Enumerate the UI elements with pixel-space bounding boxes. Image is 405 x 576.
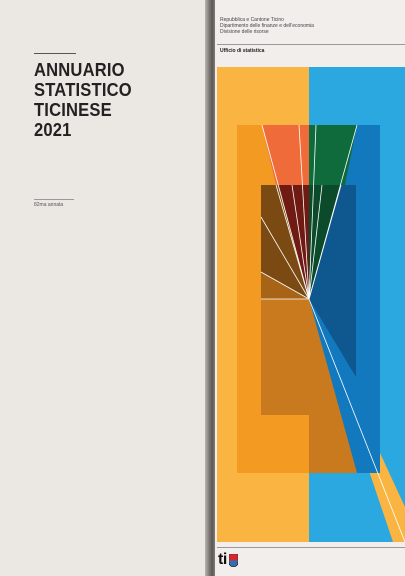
canton-shield-icon <box>228 553 238 567</box>
publisher-rule <box>217 44 405 45</box>
footer-rule <box>217 547 405 548</box>
title-line-4: 2021 <box>34 120 72 140</box>
office-name: Ufficio di statistica <box>220 48 265 54</box>
cover-artwork <box>217 67 405 542</box>
cover-left-panel: ANNUARIO STATISTICO TICINESE 2021 82ma a… <box>34 53 190 208</box>
publisher-block: Repubblica e Cantone Ticino Dipartimento… <box>220 17 314 35</box>
spine-shadow <box>205 0 217 576</box>
publisher-line-2: Dipartimento delle finanze e dell’econom… <box>220 23 314 29</box>
title-line-1: ANNUARIO <box>34 60 125 80</box>
edition-label: 82ma annata <box>34 202 64 208</box>
publisher-line-3: Divisione delle risorse <box>220 29 269 35</box>
title-rule <box>34 53 76 54</box>
ti-logo: ti <box>218 551 238 569</box>
art-brown-wedge <box>261 185 309 299</box>
art-rays <box>260 124 405 542</box>
art-bottom-blue <box>309 299 380 473</box>
title-line-2: STATISTICO <box>34 80 132 100</box>
report-title: ANNUARIO STATISTICO TICINESE 2021 <box>34 60 190 140</box>
ti-logo-text: ti <box>218 551 227 568</box>
publisher-line-1: Repubblica e Cantone Ticino <box>220 17 284 23</box>
title-line-3: TICINESE <box>34 100 112 120</box>
edition-rule <box>34 199 74 200</box>
